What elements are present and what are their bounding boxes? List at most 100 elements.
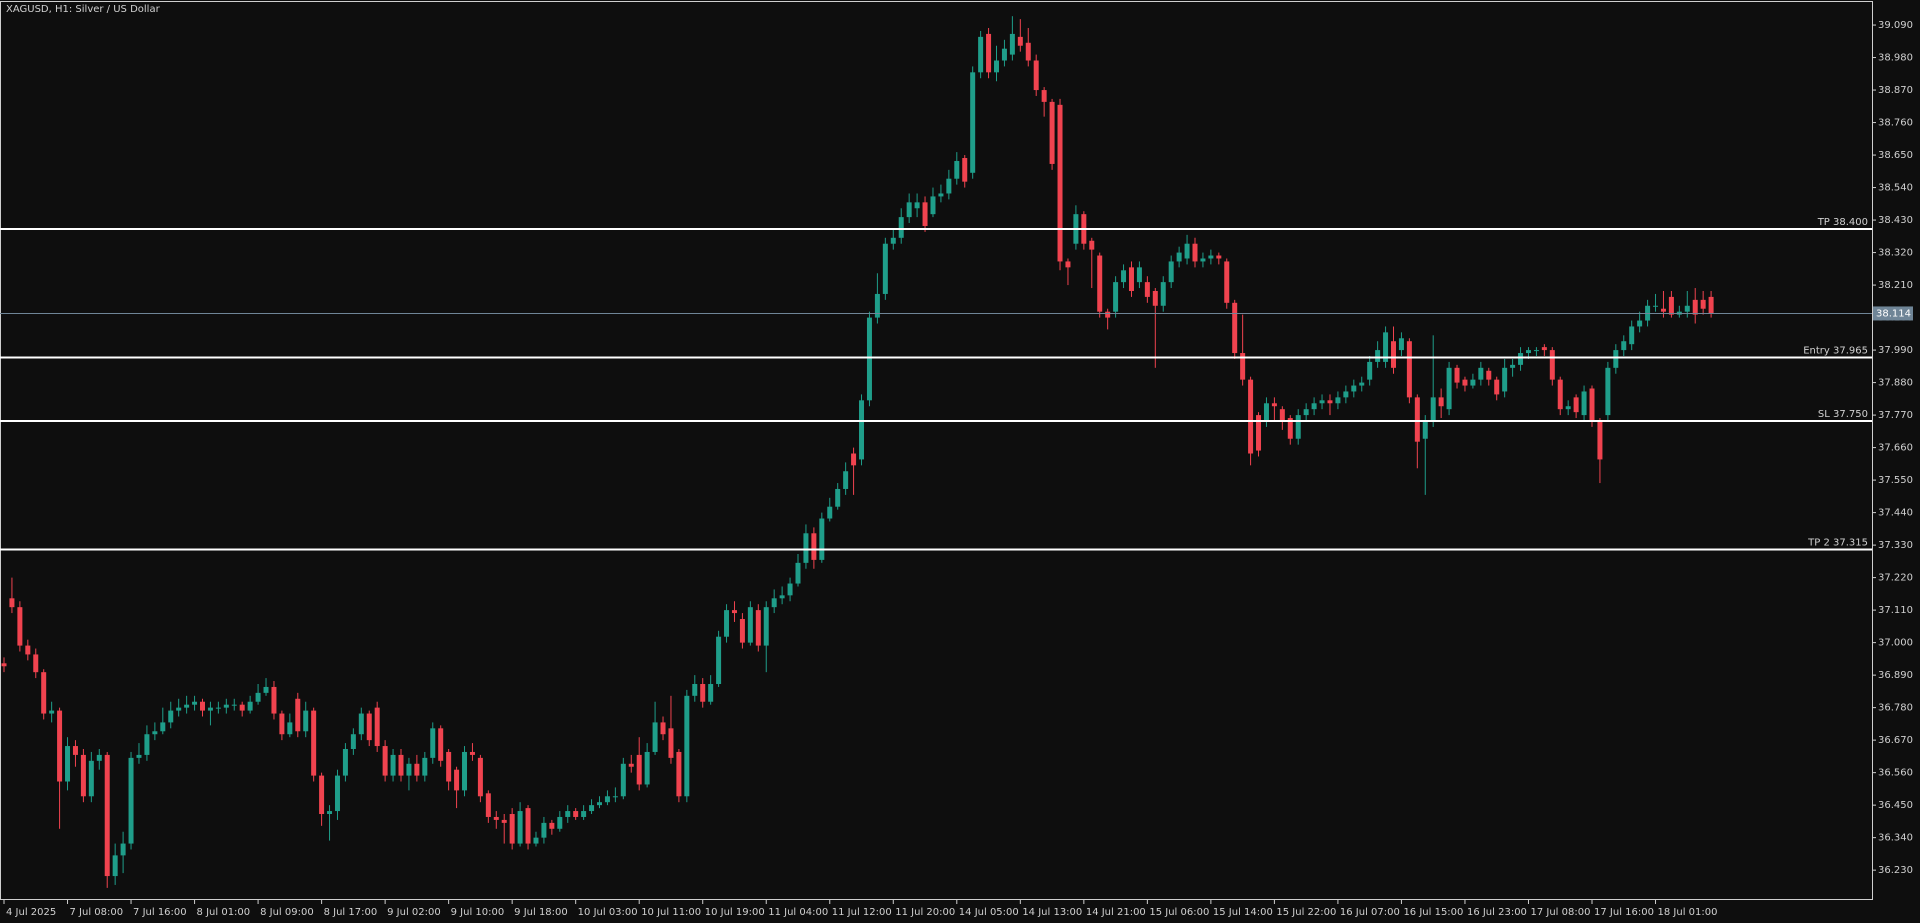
candle-body bbox=[938, 193, 944, 197]
candle-body bbox=[501, 819, 507, 823]
x-tick-label: 11 Jul 12:00 bbox=[832, 907, 892, 918]
candle-body bbox=[231, 704, 237, 706]
candle-body bbox=[1041, 90, 1047, 102]
candle-body bbox=[541, 822, 547, 838]
candle-body bbox=[303, 710, 309, 732]
candle-body bbox=[430, 728, 436, 758]
candle-body bbox=[906, 202, 912, 218]
level-label: TP 2 37.315 bbox=[1807, 538, 1868, 549]
y-tick-label: 37.550 bbox=[1878, 475, 1913, 486]
candle-body bbox=[1105, 311, 1111, 318]
level-label: Entry 37.965 bbox=[1803, 345, 1868, 356]
candle-body bbox=[994, 60, 999, 73]
candle-body bbox=[271, 686, 277, 714]
candle-body bbox=[1406, 341, 1412, 398]
x-tick-label: 4 Jul 2025 bbox=[6, 907, 56, 918]
candle-body bbox=[1510, 364, 1516, 368]
candle-body bbox=[1454, 367, 1460, 383]
candle-body bbox=[128, 757, 134, 844]
candle-body bbox=[1478, 367, 1484, 380]
candle-body bbox=[1613, 350, 1619, 368]
candle-body bbox=[1668, 296, 1674, 315]
candle-body bbox=[358, 713, 364, 735]
y-tick-label: 36.230 bbox=[1878, 865, 1913, 876]
candle-body bbox=[1438, 397, 1444, 407]
y-tick-label: 38.760 bbox=[1878, 118, 1913, 129]
candle-body bbox=[573, 811, 579, 817]
candle-body bbox=[120, 843, 126, 856]
candle-body bbox=[954, 160, 960, 179]
x-tick-label: 17 Jul 08:00 bbox=[1530, 907, 1590, 918]
candle-body bbox=[1168, 261, 1174, 283]
y-tick-label: 39.090 bbox=[1878, 20, 1913, 31]
candle-body bbox=[1113, 282, 1119, 312]
candle-body bbox=[350, 734, 356, 750]
candle-body bbox=[739, 618, 745, 643]
candle-body bbox=[65, 746, 71, 782]
y-tick-label: 38.210 bbox=[1878, 280, 1913, 291]
candle-body bbox=[414, 763, 420, 776]
candle-body bbox=[890, 237, 896, 244]
candle-body bbox=[1232, 302, 1238, 354]
x-tick-label: 15 Jul 06:00 bbox=[1149, 907, 1209, 918]
candle-body bbox=[652, 722, 658, 752]
candle-body bbox=[168, 710, 174, 723]
candle-body bbox=[1001, 48, 1007, 61]
candle-body bbox=[1160, 282, 1166, 306]
candle-body bbox=[152, 731, 158, 735]
candle-body bbox=[716, 636, 722, 684]
candle-body bbox=[533, 837, 539, 844]
candle-body bbox=[1549, 350, 1555, 380]
candle-body bbox=[1303, 409, 1309, 416]
candle-body bbox=[1176, 252, 1182, 262]
candle-body bbox=[398, 754, 404, 776]
candle-body bbox=[1430, 397, 1436, 422]
candle-body bbox=[795, 562, 801, 584]
candle-body bbox=[922, 202, 928, 226]
candle-body bbox=[811, 533, 817, 560]
y-tick-label: 38.650 bbox=[1878, 150, 1913, 161]
candle-body bbox=[1398, 338, 1404, 351]
candle-body bbox=[882, 243, 888, 294]
candle-body bbox=[1152, 290, 1158, 306]
candle-body bbox=[1700, 299, 1706, 309]
candle-body bbox=[946, 178, 952, 194]
y-tick-label: 37.220 bbox=[1878, 573, 1913, 584]
candle-body bbox=[1097, 255, 1103, 312]
candle-body bbox=[930, 196, 936, 215]
candle-body bbox=[970, 72, 976, 173]
x-tick-label: 9 Jul 10:00 bbox=[451, 907, 505, 918]
candle-body bbox=[1240, 353, 1246, 380]
x-tick-label: 9 Jul 18:00 bbox=[514, 907, 568, 918]
candle-body bbox=[287, 722, 293, 735]
y-tick-label: 37.990 bbox=[1878, 345, 1913, 356]
candle-body bbox=[25, 645, 31, 655]
candle-body bbox=[144, 734, 150, 755]
candle-body bbox=[874, 293, 880, 318]
candle-body bbox=[557, 816, 563, 829]
x-tick-label: 16 Jul 23:00 bbox=[1467, 907, 1527, 918]
candle-body bbox=[597, 802, 602, 806]
candle-body bbox=[1343, 391, 1349, 398]
x-tick-label: 16 Jul 07:00 bbox=[1340, 907, 1400, 918]
candle-body bbox=[1025, 42, 1031, 61]
candle-body bbox=[866, 317, 872, 401]
candle-body bbox=[708, 683, 714, 702]
candle-body bbox=[1263, 403, 1269, 422]
candle-body bbox=[771, 598, 777, 608]
candle-body bbox=[1351, 385, 1357, 392]
level-label: TP 38.400 bbox=[1817, 217, 1868, 228]
candle-body bbox=[851, 453, 857, 466]
candle-body bbox=[859, 400, 865, 460]
x-tick-label: 15 Jul 22:00 bbox=[1276, 907, 1336, 918]
candle-body bbox=[628, 763, 634, 767]
candle-body bbox=[462, 751, 468, 791]
bid-label-box bbox=[1873, 306, 1913, 321]
candle-body bbox=[1367, 361, 1373, 380]
y-tick-label: 38.430 bbox=[1878, 215, 1913, 226]
candle-body bbox=[700, 683, 706, 702]
candle-body bbox=[17, 607, 23, 646]
